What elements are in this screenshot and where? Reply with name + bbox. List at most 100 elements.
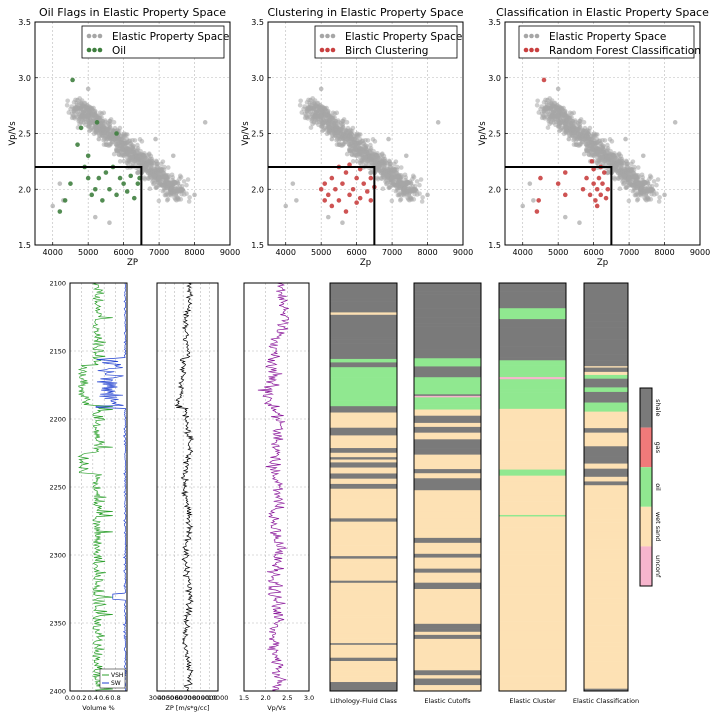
facies-band bbox=[414, 291, 481, 295]
facies-band bbox=[499, 439, 566, 441]
gray-point bbox=[57, 181, 63, 186]
gray-point bbox=[184, 182, 189, 188]
facies-band bbox=[499, 389, 566, 393]
facies-band bbox=[584, 382, 628, 388]
highlight-point bbox=[107, 186, 112, 192]
gray-point bbox=[304, 108, 310, 114]
facies-band bbox=[499, 340, 566, 343]
facies-band bbox=[499, 664, 566, 670]
highlight-point bbox=[325, 192, 331, 198]
gray-point bbox=[290, 181, 296, 186]
gray-point bbox=[167, 181, 173, 186]
x-tick-label: 3.0 bbox=[304, 694, 314, 702]
facies-band bbox=[584, 420, 628, 426]
legend-label: Elastic Property Space bbox=[112, 31, 229, 43]
facies-band bbox=[499, 379, 566, 383]
facies-band bbox=[499, 560, 566, 564]
y-tick-label: 3.0 bbox=[488, 74, 501, 83]
facies-band bbox=[499, 346, 566, 352]
highlight-point bbox=[322, 181, 328, 186]
facies-band bbox=[414, 505, 481, 508]
legend: Elastic Property Space Random Forest Clas… bbox=[518, 25, 701, 59]
gray-point bbox=[399, 192, 404, 198]
facies-band bbox=[414, 326, 481, 330]
gray-point bbox=[152, 168, 158, 174]
gray-point bbox=[417, 182, 422, 188]
x-tick-label: 0.4 bbox=[88, 694, 98, 702]
facies-band bbox=[584, 513, 628, 520]
highlight-point bbox=[322, 198, 328, 203]
gray-point bbox=[75, 97, 80, 103]
gray-point bbox=[50, 203, 56, 209]
gray-point bbox=[135, 142, 140, 148]
colorbar-segment bbox=[640, 388, 652, 428]
chart-title: Oil Flags in Elastic Property Space bbox=[39, 6, 226, 19]
colorbar-segment bbox=[640, 506, 652, 547]
facies-band bbox=[499, 617, 566, 622]
legend-box bbox=[81, 25, 225, 59]
facies-band bbox=[330, 671, 397, 677]
gray-point bbox=[316, 119, 322, 125]
facies-band bbox=[584, 504, 628, 509]
log-curve bbox=[95, 283, 127, 692]
gray-point bbox=[410, 176, 415, 182]
facies-band bbox=[499, 683, 566, 690]
legend-marker bbox=[97, 33, 103, 39]
gray-point bbox=[630, 188, 636, 194]
facies-band bbox=[499, 621, 566, 626]
legend-label: Oil bbox=[112, 45, 126, 57]
depth-tick-label: 2300 bbox=[49, 552, 66, 560]
gray-point bbox=[542, 116, 548, 121]
facies-band bbox=[414, 294, 481, 302]
facies-band bbox=[499, 625, 566, 632]
highlight-point bbox=[96, 175, 102, 181]
gray-point bbox=[160, 188, 166, 194]
facies-band bbox=[414, 435, 481, 440]
gray-point bbox=[350, 159, 356, 164]
gray-point bbox=[562, 214, 568, 220]
x-axis-label: Volume % bbox=[82, 704, 114, 712]
gray-point bbox=[636, 192, 641, 198]
x-tick-label: 0.6 bbox=[99, 694, 109, 702]
highlight-point bbox=[85, 153, 91, 159]
facies-band bbox=[414, 513, 481, 520]
facies-band bbox=[584, 667, 628, 672]
x-tick-label: 4000 bbox=[276, 248, 296, 257]
gray-point bbox=[628, 167, 634, 173]
gray-point bbox=[88, 120, 94, 125]
gray-point bbox=[82, 114, 88, 119]
gray-point bbox=[121, 158, 127, 164]
facies-band bbox=[584, 589, 628, 594]
legend-marker bbox=[523, 33, 529, 39]
gray-point bbox=[398, 165, 404, 170]
facies-band bbox=[330, 633, 397, 639]
highlight-point bbox=[589, 159, 595, 164]
gray-point bbox=[368, 170, 373, 175]
facies-band bbox=[584, 432, 628, 435]
gray-point bbox=[117, 159, 123, 164]
highlight-point bbox=[538, 175, 543, 181]
log-curve bbox=[77, 282, 113, 692]
facies-band bbox=[330, 529, 397, 535]
gray-point bbox=[577, 220, 582, 225]
facies-band bbox=[499, 542, 566, 547]
colorbar-segment bbox=[640, 427, 652, 468]
scatter-panel-3: 4000 5000 6000 7000 8000 9000 1.5 2.0 2.5 3.0 3.5C… bbox=[478, 6, 710, 268]
gray-point bbox=[612, 176, 618, 182]
highlight-point bbox=[347, 162, 352, 168]
facies-band bbox=[584, 646, 628, 653]
x-tick-label: 8000 bbox=[654, 248, 674, 257]
facies-band bbox=[584, 313, 628, 320]
highlight-point bbox=[336, 198, 342, 203]
facies-band bbox=[414, 283, 481, 286]
log-panel-3: 1.5 2.0 2.5 3.0 Vp/Vs bbox=[239, 282, 314, 712]
highlight-point bbox=[329, 175, 335, 181]
gray-point bbox=[601, 159, 607, 164]
facies-band bbox=[584, 528, 628, 532]
facies-band bbox=[414, 478, 481, 485]
facies-band bbox=[414, 285, 481, 288]
gray-point bbox=[592, 133, 598, 139]
facies-band bbox=[584, 321, 628, 326]
facies-band bbox=[584, 461, 628, 464]
gray-point bbox=[596, 146, 601, 151]
